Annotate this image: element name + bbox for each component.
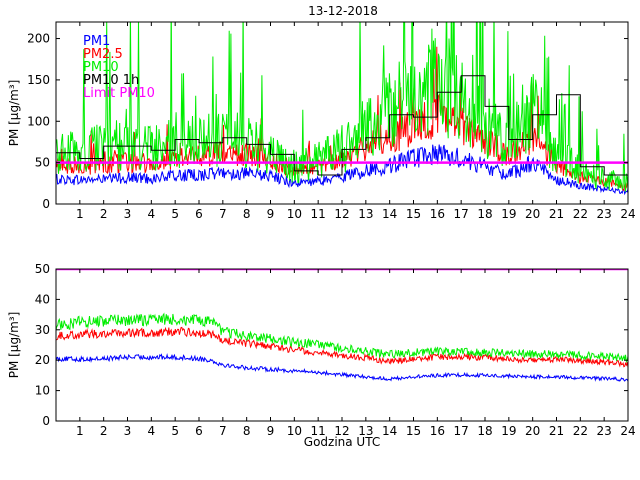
legend: PM1 PM2.5 PM10 PM10 1h Limit PM10 [83, 34, 155, 101]
top-plot-series [56, 22, 628, 196]
legend-entry-pm10-1h: PM10 1h [83, 73, 139, 88]
x-tick-label: 24 [620, 207, 635, 221]
x-tick-label: 4 [148, 207, 156, 221]
y-tick-label: 0 [42, 414, 50, 428]
x-tick-label: 10 [287, 207, 302, 221]
x-tick-label: 18 [477, 207, 492, 221]
x-tick-label: 18 [477, 424, 492, 438]
legend-entry-pm25: PM2.5 [83, 47, 123, 62]
x-tick-label: 15 [406, 207, 421, 221]
x-tick-label: 8 [243, 207, 251, 221]
x-tick-label: 15 [406, 424, 421, 438]
y-tick-label: 150 [27, 73, 50, 87]
x-tick-label: 14 [382, 424, 397, 438]
plot-area-clip [56, 22, 628, 196]
x-tick-label: 6 [195, 207, 203, 221]
x-tick-label: 17 [454, 207, 469, 221]
legend-entry-limit-pm10: Limit PM10 [83, 86, 155, 101]
x-tick-label: 12 [334, 207, 349, 221]
x-tick-label: 2 [100, 424, 108, 438]
x-tick-label: 24 [620, 424, 635, 438]
series-pm1 [56, 144, 628, 196]
bottom-plot-series [56, 269, 628, 382]
bottom-plot-xlabel: Godzina UTC [304, 435, 380, 449]
x-tick-label: 9 [267, 207, 275, 221]
x-tick-label: 5 [171, 424, 179, 438]
series-pm2-5 [56, 326, 628, 368]
bottom-plot-ylabel: PM [µg/m³] [7, 312, 21, 379]
y-tick-label: 100 [27, 114, 50, 128]
x-tick-label: 7 [219, 207, 227, 221]
x-tick-label: 3 [124, 424, 132, 438]
legend-entry-pm1: PM1 [83, 34, 110, 49]
x-tick-label: 7 [219, 424, 227, 438]
x-tick-label: 17 [454, 424, 469, 438]
x-tick-label: 4 [148, 424, 156, 438]
y-tick-label: 50 [35, 262, 50, 276]
x-tick-label: 11 [311, 207, 326, 221]
x-tick-label: 8 [243, 424, 251, 438]
bottom-plot: 1 2 3 4 5 6 7 8 9 10 11 12 13 14 15 16 17 18 19 20 21 22 23 240… [7, 262, 636, 449]
y-tick-label: 200 [27, 32, 50, 46]
x-tick-label: 9 [267, 424, 275, 438]
x-tick-label: 19 [501, 207, 516, 221]
x-tick-label: 23 [597, 207, 612, 221]
x-tick-label: 13 [358, 424, 373, 438]
x-tick-label: 16 [430, 207, 445, 221]
x-tick-label: 23 [597, 424, 612, 438]
bottom-plot-ticks: 1 2 3 4 5 6 7 8 9 10 11 12 13 14 15 16 17 18 19 20 21 22 23 240… [35, 262, 636, 438]
x-tick-label: 12 [334, 424, 349, 438]
x-tick-label: 22 [573, 207, 588, 221]
top-plot-ylabel: PM [µg/m³] [7, 80, 21, 147]
legend-entry-pm10: PM10 [83, 60, 119, 75]
bottom-plot-frame [55, 268, 629, 422]
x-tick-label: 5 [171, 207, 179, 221]
top-plot-frame [55, 21, 629, 205]
plot-area-clip [56, 269, 628, 382]
x-tick-label: 20 [525, 207, 540, 221]
y-tick-label: 10 [35, 384, 50, 398]
x-tick-label: 14 [382, 207, 397, 221]
y-tick-label: 40 [35, 292, 50, 306]
x-tick-label: 1 [76, 207, 84, 221]
x-tick-label: 19 [501, 424, 516, 438]
x-tick-label: 22 [573, 424, 588, 438]
top-plot: 1 2 3 4 5 6 7 8 9 10 11 12 13 14 15 16 17 18 19 20 21 22 23 240… [7, 21, 636, 221]
series-pm10-1h [56, 75, 628, 176]
chart-title: 13-12-2018 [308, 4, 378, 18]
x-tick-label: 10 [287, 424, 302, 438]
y-tick-label: 0 [42, 197, 50, 211]
series-pm10 [56, 312, 628, 363]
x-tick-label: 6 [195, 424, 203, 438]
x-tick-label: 16 [430, 424, 445, 438]
y-tick-label: 20 [35, 353, 50, 367]
x-tick-label: 21 [549, 424, 564, 438]
top-plot-ticks: 1 2 3 4 5 6 7 8 9 10 11 12 13 14 15 16 17 18 19 20 21 22 23 240… [27, 22, 636, 221]
x-tick-label: 3 [124, 207, 132, 221]
x-tick-label: 1 [76, 424, 84, 438]
x-tick-label: 13 [358, 207, 373, 221]
series-pm1 [56, 353, 628, 382]
y-tick-label: 50 [35, 156, 50, 170]
x-tick-label: 20 [525, 424, 540, 438]
x-tick-label: 2 [100, 207, 108, 221]
x-tick-label: 11 [311, 424, 326, 438]
x-tick-label: 21 [549, 207, 564, 221]
y-tick-label: 30 [35, 323, 50, 337]
